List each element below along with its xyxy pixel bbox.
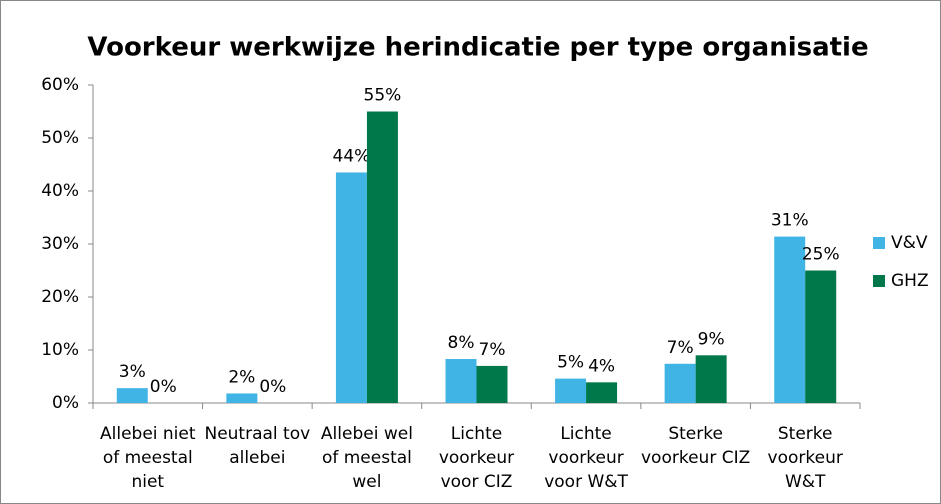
bar [695, 355, 727, 403]
x-tick-label: Neutraal tov allebei [204, 424, 311, 468]
data-label: 3% [119, 362, 146, 382]
y-tick-label: 50% [41, 128, 79, 148]
y-tick-label: 60% [41, 75, 79, 95]
data-label: 4% [588, 356, 615, 376]
x-tick-label: Lichte voorkeur voor W&T [544, 424, 628, 492]
data-label: 44% [333, 146, 371, 166]
x-tick-label: Allebei wel of meestal wel [320, 424, 413, 492]
y-tick-label: 40% [41, 181, 79, 201]
legend-swatch [873, 275, 885, 287]
y-tick-label: 30% [41, 234, 79, 254]
data-label: 25% [802, 245, 840, 265]
data-label: 31% [771, 211, 809, 231]
chart-title: Voorkeur werkwijze herindicatie per type… [87, 33, 868, 63]
data-label: 7% [667, 338, 694, 358]
bar [476, 365, 508, 403]
data-label: 2% [228, 367, 255, 387]
bar [366, 111, 398, 403]
bar [805, 270, 837, 403]
bar [586, 382, 618, 403]
bar [664, 363, 696, 403]
bar [445, 359, 477, 403]
bar [774, 236, 806, 403]
bar [555, 378, 587, 403]
x-tick-label: Allebei niet of meestal niet [100, 424, 196, 492]
data-label: 8% [448, 333, 475, 353]
legend-swatch [873, 237, 885, 249]
x-tick-label: Sterke voorkeur CIZ [641, 424, 751, 468]
y-tick-label: 10% [41, 340, 79, 360]
data-label: 55% [364, 86, 402, 106]
data-label: 0% [259, 377, 286, 397]
bar [335, 172, 367, 403]
y-tick-label: 0% [52, 393, 79, 413]
legend-label: GHZ [891, 271, 929, 291]
bar [226, 393, 258, 403]
x-tick-label: Sterke voorkeur W&T [767, 424, 843, 492]
bar [116, 388, 148, 403]
legend-label: V&V [891, 233, 928, 253]
data-label: 5% [557, 353, 584, 373]
data-label: 9% [698, 329, 725, 349]
data-label: 7% [479, 340, 506, 360]
x-tick-label: Lichte voorkeur voor CIZ [438, 424, 515, 492]
data-label: 0% [150, 377, 177, 397]
y-tick-label: 20% [41, 287, 79, 307]
